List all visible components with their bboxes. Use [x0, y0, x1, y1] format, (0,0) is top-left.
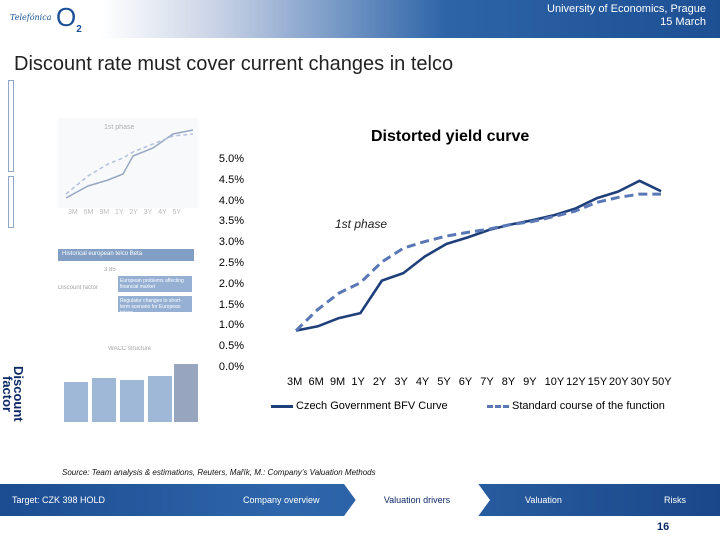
faded-company-label: Discount factor [58, 285, 99, 291]
x-tick-label: 4Y [415, 376, 430, 388]
faded-bar [120, 380, 144, 422]
x-tick-label: 30Y [630, 376, 651, 388]
chart-annotation: 1st phase [335, 217, 388, 231]
legend-swatch [271, 404, 293, 408]
telefonica-logo: Telefónica [10, 13, 52, 22]
yield-curve-chart: Distorted yield curve 1st phase 5.0% 4.5%… [201, 118, 706, 440]
faded-tick-row: 3M 6M 9M 1Y 2Y 3Y 4Y 5Y [68, 209, 182, 216]
left-decor-strip [8, 80, 14, 172]
chart-title: Distorted yield curve [371, 128, 530, 145]
x-tick-label: 12Y [566, 376, 586, 388]
x-tick-label: 50Y [652, 376, 672, 388]
header-event-info: University of Economics, Prague 15 March [547, 3, 706, 29]
x-tick-label: 9M [329, 376, 346, 388]
y-tick-label: 1.5% [218, 298, 244, 311]
x-tick-label: 6M [308, 376, 324, 388]
y-tick-label: 2.5% [218, 257, 244, 269]
x-tick-label: 20Y [609, 376, 629, 388]
nav-item-valuation-drivers[interactable]: Valuation drivers [344, 484, 490, 516]
x-tick-label: 2Y [372, 376, 387, 388]
left-decor-strip [8, 176, 14, 228]
y-tick-label: 0.0% [218, 361, 244, 373]
y-tick-label: 4.0% [218, 194, 244, 207]
x-tick-label: 8Y [501, 376, 516, 388]
nav-item-valuation[interactable]: Valuation [525, 495, 562, 505]
x-tick-label: 10Y [544, 376, 565, 388]
x-tick-label: 9Y [523, 376, 537, 388]
side-label-discount-factor: Discount factor [0, 366, 26, 422]
x-tick-label: 3Y [394, 376, 408, 388]
x-tick-label: 5Y [437, 376, 451, 388]
series-line-standard-course [294, 192, 661, 332]
header-university: University of Economics, Prague [547, 3, 706, 15]
legend-label: Czech Government BFV Curve [296, 400, 448, 412]
bottom-nav: Target: CZK 398 HOLD Company overview Va… [0, 484, 720, 516]
faded-bar [92, 378, 116, 422]
faded-beta-label: 3.85 [104, 267, 116, 273]
y-tick-label: 0.5% [218, 340, 244, 353]
o2-logo: O2 [56, 2, 82, 36]
header-date: 15 March [660, 16, 706, 28]
legend-item: Czech Government BFV Curve [271, 400, 448, 412]
y-tick-label: 4.5% [218, 173, 244, 186]
legend-swatch [487, 404, 509, 408]
header-band [0, 0, 720, 38]
faded-bar [174, 364, 198, 422]
plot-area [294, 179, 662, 332]
x-tick-label: 1Y [351, 376, 365, 388]
faded-hist-title: Historical european telco Beta [58, 249, 194, 261]
legend-item: Standard course of the function [487, 400, 665, 412]
faded-bar [148, 376, 172, 422]
page-number: 16 [657, 521, 670, 533]
y-tick-label: 3.5% [218, 215, 244, 228]
x-tick-label: 3M [287, 376, 303, 388]
slide-title: Discount rate must cover current changes… [14, 53, 454, 75]
legend-label: Standard course of the function [512, 400, 665, 412]
faded-box-2: Regulator changes to short- term scenari… [118, 296, 192, 316]
y-tick-label: 2.0% [218, 277, 244, 290]
faded-bar [64, 382, 88, 422]
faded-wacc-title: WACC structure [108, 346, 152, 352]
nav-item-company-overview[interactable]: Company overview [243, 495, 320, 505]
nav-item-target[interactable]: Target: CZK 398 HOLD [12, 495, 106, 505]
source-note: Source: Team analysis & estimations, Reu… [62, 468, 376, 477]
series-line-czech-bfv [295, 179, 662, 332]
faded-wacc-chart [54, 354, 198, 422]
y-tick-label: 1.0% [218, 319, 244, 332]
y-tick-label: 5.0% [218, 153, 244, 165]
nav-item-risks[interactable]: Risks [664, 495, 686, 505]
faded-phase-label: 1st phase [104, 124, 135, 131]
y-tick-label: 3.0% [218, 236, 244, 249]
x-tick-label: 7Y [480, 376, 494, 388]
faded-box-1: European problems affecting financial ma… [118, 276, 192, 292]
x-tick-label: 6Y [458, 376, 473, 388]
x-tick-label: 15Y [587, 376, 608, 388]
faded-mini-chart [58, 118, 198, 208]
